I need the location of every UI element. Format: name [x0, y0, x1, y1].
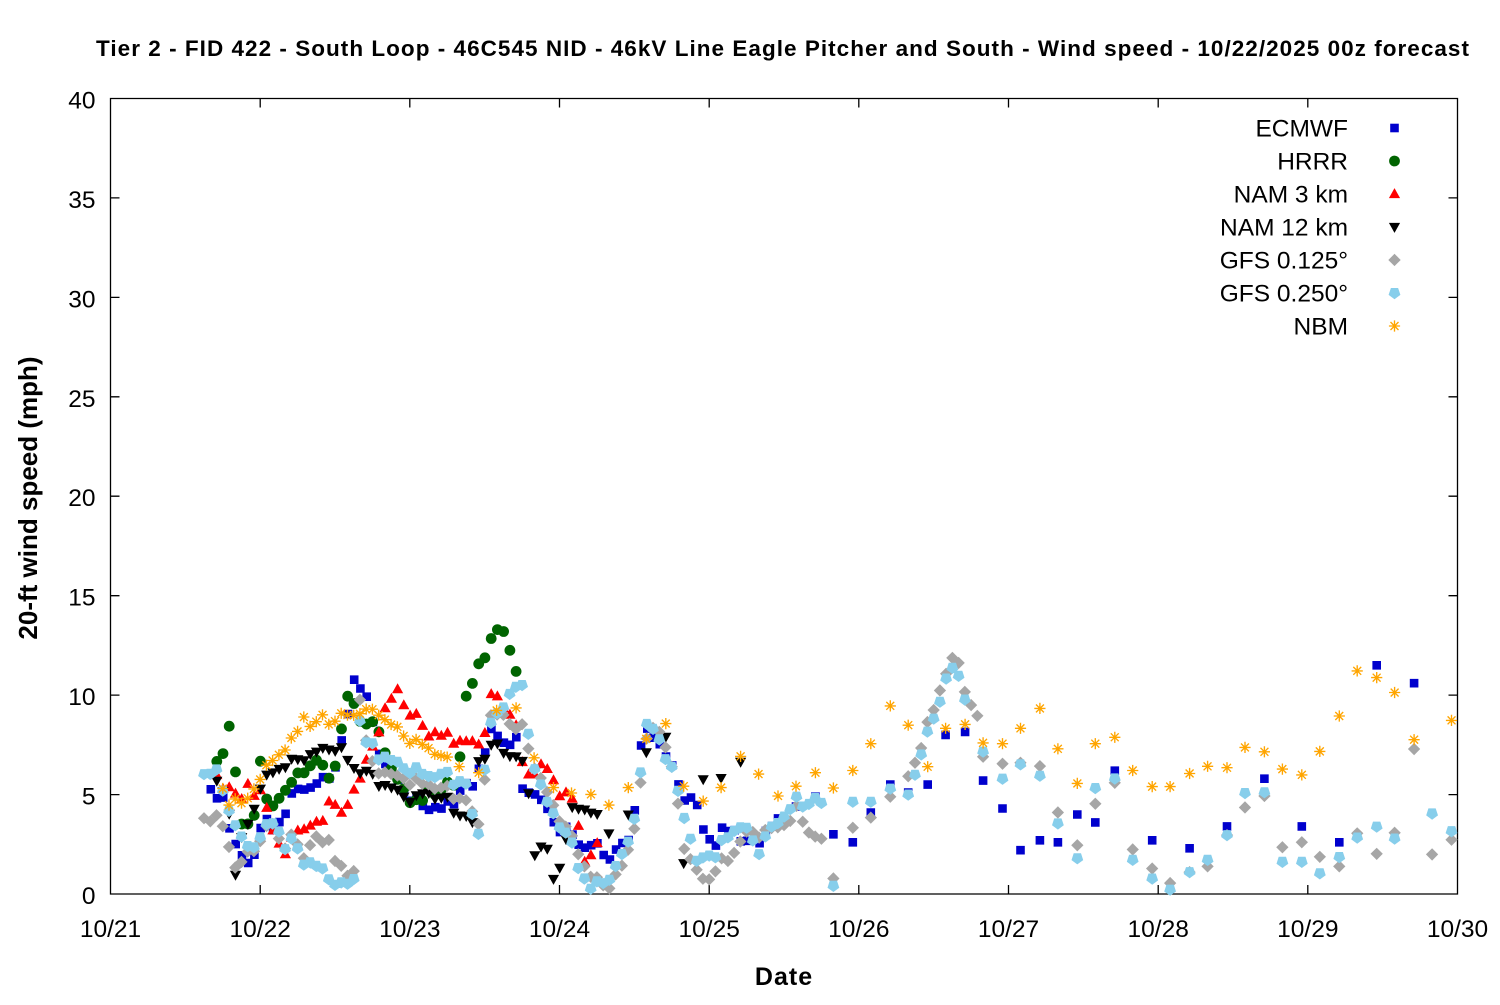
svg-text:30: 30	[68, 286, 95, 313]
svg-text:20-ft wind speed (mph): 20-ft wind speed (mph)	[13, 356, 43, 639]
svg-text:NAM 12 km: NAM 12 km	[1220, 215, 1348, 242]
svg-text:10/26: 10/26	[828, 916, 889, 943]
svg-text:10/28: 10/28	[1128, 916, 1189, 943]
svg-text:25: 25	[68, 386, 95, 413]
svg-text:ECMWF: ECMWF	[1255, 116, 1348, 143]
svg-text:Tier 2 - FID 422 - South Loop: Tier 2 - FID 422 - South Loop - 46C545 N…	[96, 36, 1470, 61]
svg-text:GFS 0.125°: GFS 0.125°	[1220, 248, 1348, 275]
svg-text:0: 0	[82, 883, 96, 910]
svg-text:Date: Date	[755, 963, 813, 991]
svg-text:10/23: 10/23	[379, 916, 440, 943]
svg-text:10/25: 10/25	[679, 916, 740, 943]
svg-text:10/30: 10/30	[1427, 916, 1488, 943]
svg-text:GFS 0.250°: GFS 0.250°	[1220, 281, 1348, 308]
svg-text:10/21: 10/21	[80, 916, 141, 943]
svg-text:20: 20	[68, 485, 95, 512]
svg-text:15: 15	[68, 585, 95, 612]
svg-text:10: 10	[68, 684, 95, 711]
svg-text:10/27: 10/27	[978, 916, 1039, 943]
svg-text:35: 35	[68, 187, 95, 214]
svg-text:10/22: 10/22	[230, 916, 291, 943]
svg-text:40: 40	[68, 88, 95, 115]
svg-text:5: 5	[82, 784, 96, 811]
svg-text:NAM 3 km: NAM 3 km	[1234, 182, 1348, 209]
svg-text:NBM: NBM	[1294, 314, 1348, 341]
svg-text:10/29: 10/29	[1277, 916, 1338, 943]
svg-text:HRRR: HRRR	[1277, 149, 1348, 176]
svg-text:10/24: 10/24	[529, 916, 590, 943]
